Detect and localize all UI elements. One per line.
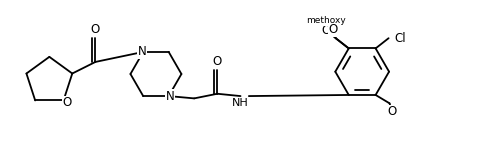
Text: N: N [138, 45, 146, 58]
Text: Cl: Cl [394, 32, 406, 45]
Text: O: O [329, 23, 338, 36]
Text: methoxy: methoxy [305, 16, 346, 25]
Text: NH: NH [232, 98, 249, 108]
Text: O: O [62, 96, 71, 109]
Text: O: O [91, 23, 100, 36]
Text: O: O [321, 24, 330, 37]
Text: N: N [166, 90, 174, 103]
Text: O: O [213, 55, 222, 68]
Text: O: O [387, 105, 396, 118]
